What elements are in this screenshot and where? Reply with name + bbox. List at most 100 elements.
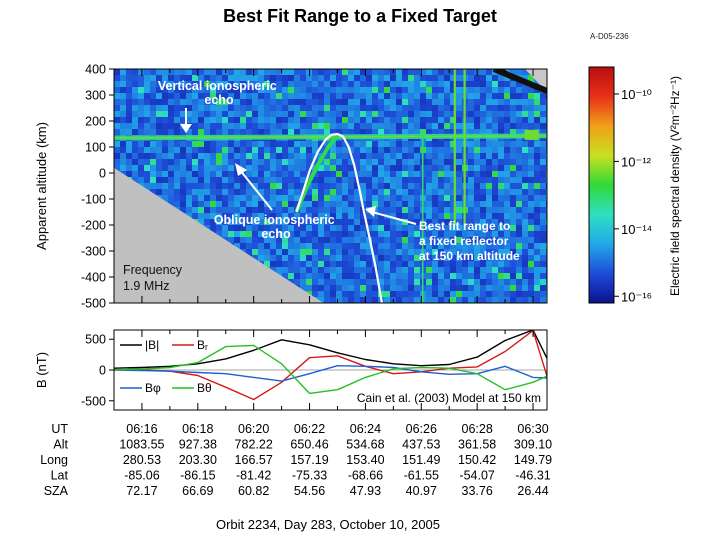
spectrogram-cell: [540, 93, 547, 100]
spectrogram-cell: [498, 87, 505, 94]
spectrogram-cell: [234, 99, 241, 106]
spectrogram-cell: [360, 237, 367, 244]
spectrogram-cell: [414, 153, 421, 160]
spectrogram-cell: [402, 279, 409, 286]
spectrogram-cell: [456, 75, 463, 82]
spectrogram-cell: [384, 189, 391, 196]
spectrogram-cell: [126, 129, 133, 136]
spectrogram-cell: [498, 123, 505, 130]
spectrogram-cell: [510, 231, 517, 238]
spectrogram-cell: [408, 261, 415, 268]
spectrogram-cell: [276, 237, 283, 244]
spectrogram-cell: [372, 225, 379, 232]
spectrogram-cell: [534, 153, 541, 160]
spectrogram-cell: [486, 225, 493, 232]
spectrogram-cell: [504, 291, 511, 298]
spectrogram-cell: [162, 171, 169, 178]
spectrogram-cell: [522, 147, 529, 154]
spectrogram-cell: [534, 159, 541, 166]
spectrogram-cell: [336, 171, 343, 178]
spectrogram-cell: [438, 171, 445, 178]
spectrogram-cell: [342, 153, 349, 160]
spectrogram-cell: [282, 153, 289, 160]
spectrogram-cell: [192, 105, 199, 112]
spectrogram-cell: [324, 105, 331, 112]
spectrogram-cell: [456, 219, 463, 226]
spectrogram-cell: [462, 297, 469, 303]
spectrogram-cell: [252, 105, 259, 112]
spectrogram-cell: [372, 141, 379, 148]
spectrogram-cell: [408, 123, 415, 130]
spectrogram-cell: [444, 297, 451, 303]
spectrogram-cell: [360, 93, 367, 100]
spectrogram-cell: [540, 141, 547, 148]
spectrogram-cell: [534, 195, 541, 202]
spectrogram-cell: [252, 177, 259, 184]
spectrogram-cell: [234, 147, 241, 154]
spectrogram-cell: [300, 153, 307, 160]
spectrogram-cell: [420, 105, 427, 112]
spectrogram-cell: [270, 129, 277, 136]
spectrogram-cell: [252, 183, 259, 190]
spectrogram-cell: [156, 177, 163, 184]
table-cell: 151.49: [402, 453, 440, 467]
spectrogram-cell: [480, 105, 487, 112]
spectrogram-cell: [408, 255, 415, 262]
spectrogram-cell: [138, 141, 145, 148]
svg-text:Vertical ionospheric e: Vertical ionospheric echo: [158, 79, 280, 107]
spectrogram-cell: [468, 93, 475, 100]
spectrogram-cell: [150, 99, 157, 106]
spectrogram-cell: [180, 207, 187, 214]
spectrogram-cell: [516, 261, 523, 268]
spectrogram-cell: [360, 219, 367, 226]
spectrogram-cell: [138, 99, 145, 106]
spectrogram-cell: [468, 207, 475, 214]
spectrogram-cell: [348, 183, 355, 190]
spectrogram-cell: [180, 183, 187, 190]
spectrogram-cell: [192, 117, 199, 124]
spectrogram-cell: [534, 231, 541, 238]
spectrogram-cell: [438, 141, 445, 148]
spectrogram-cell: [402, 195, 409, 202]
spectrogram-cell: [456, 291, 463, 298]
spectrogram-cell: [198, 111, 205, 118]
model-note: Cain et al. (2003) Model at 150 km: [357, 391, 541, 405]
spectrogram-cell: [276, 129, 283, 136]
spectrogram-cell: [342, 69, 349, 76]
spectrogram-cell: [324, 93, 331, 100]
spectrogram-cell: [348, 243, 355, 250]
spectrogram-cell: [186, 117, 193, 124]
spectrogram-cell: [186, 105, 193, 112]
spectrogram-cell: [294, 237, 301, 244]
spectrogram-cell: [372, 231, 379, 238]
spectrogram-cell: [444, 183, 451, 190]
spectrogram-cell: [276, 147, 283, 154]
spectrogram-cell: [486, 153, 493, 160]
spectrogram-cell: [186, 141, 193, 148]
spectrogram-cell: [504, 171, 511, 178]
spectrogram-cell: [384, 255, 391, 262]
spectrogram-cell: [414, 99, 421, 106]
spectrogram-cell: [468, 219, 475, 226]
spectrogram-cell: [420, 75, 427, 82]
spectrogram-cell: [276, 189, 283, 196]
spectrogram-cell: [294, 273, 301, 280]
spectrogram-cell: [336, 243, 343, 250]
spectrogram-cell: [270, 183, 277, 190]
spectrogram-cell: [228, 81, 235, 88]
spectrogram-cell: [324, 207, 331, 214]
spectrogram-cell: [468, 159, 475, 166]
spectrogram-cell: [126, 81, 133, 88]
spectrogram-cell: [456, 165, 463, 172]
spectrogram-cell: [456, 255, 463, 262]
spectrogram-cell: [498, 225, 505, 232]
spectrogram-cell: [534, 237, 541, 244]
spectrogram-cell: [480, 165, 487, 172]
spectrogram-cell: [498, 243, 505, 250]
spectrogram-cell: [426, 261, 433, 268]
spectrogram-cell: [414, 105, 421, 112]
spectrogram-cell: [198, 177, 205, 184]
spectrogram-cell: [516, 81, 523, 88]
